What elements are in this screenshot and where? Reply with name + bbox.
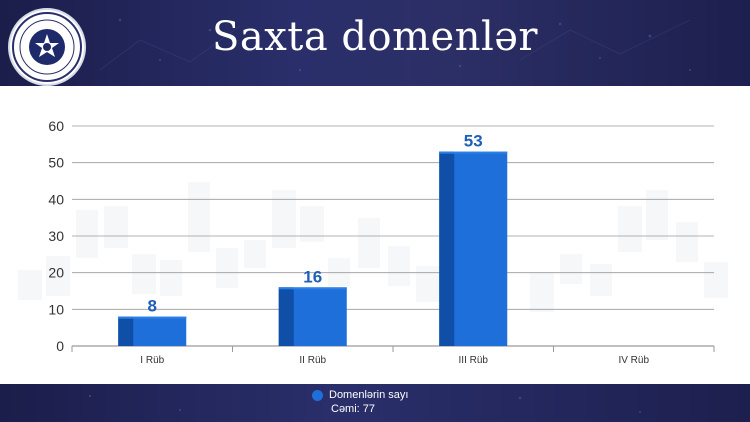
- bar-top: [439, 151, 508, 154]
- background-pattern: [18, 182, 728, 312]
- y-tick-label: 60: [48, 118, 64, 134]
- footer-banner: [0, 384, 750, 422]
- y-tick-label: 0: [56, 338, 64, 354]
- y-tick-label: 20: [48, 265, 64, 281]
- footer-decoration: [88, 394, 641, 413]
- bar-side: [118, 316, 134, 346]
- x-tick-label: II Rüb: [299, 355, 326, 366]
- chart-legend: Domenlərin sayı Cəmi: 77: [312, 388, 408, 416]
- total-count: Cəmi: 77: [331, 403, 376, 415]
- header-banner: Saxta domenlər: [0, 0, 750, 86]
- y-tick-label: 30: [48, 228, 64, 244]
- data-label: 8: [148, 297, 157, 316]
- x-tick-label: I Rüb: [140, 355, 164, 366]
- header-decoration: [99, 18, 691, 72]
- y-tick-label: 10: [48, 301, 64, 317]
- bar-side: [439, 151, 455, 346]
- y-tick-label: 40: [48, 191, 64, 207]
- page-title: Saxta domenlər: [211, 14, 539, 60]
- bar-side: [278, 287, 294, 346]
- bar-top: [118, 316, 187, 319]
- x-tick-label: III Rüb: [459, 355, 489, 366]
- y-tick-label: 50: [48, 155, 64, 171]
- data-label: 53: [464, 132, 483, 151]
- bar-chart: 0 10 20 30 40 50 60 I Rüb II Rüb III Rüb IV Rüb 8 16…: [48, 118, 715, 366]
- legend-marker: [312, 389, 323, 401]
- legend-entry: Domenlərin sayı: [312, 388, 408, 402]
- bar-top: [278, 287, 347, 290]
- emblem-logo: [10, 10, 84, 84]
- legend-series-label: Domenlərin sayı: [329, 389, 409, 401]
- x-tick-label: IV Rüb: [618, 355, 649, 366]
- data-label: 16: [303, 267, 322, 286]
